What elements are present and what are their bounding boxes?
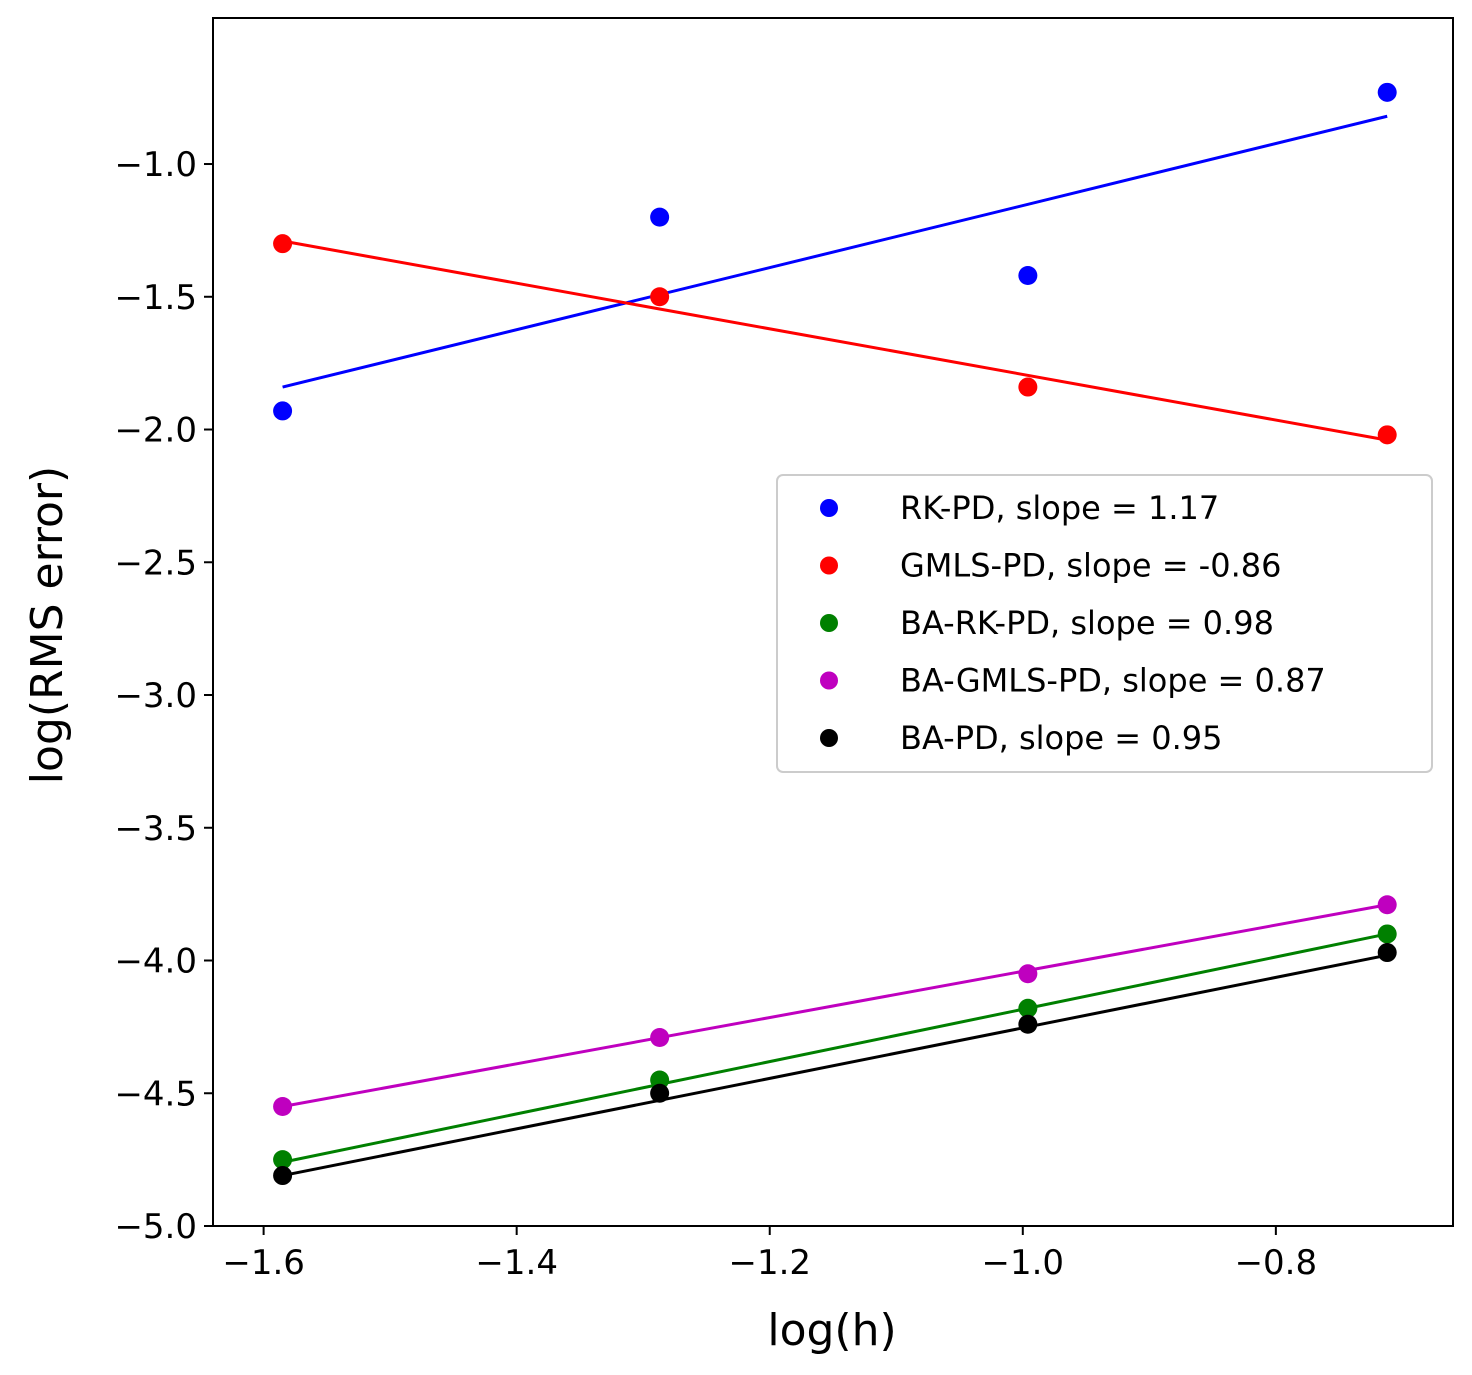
fit-line-series-5 — [282, 953, 1388, 1178]
legend-marker — [820, 729, 838, 747]
data-point-series-5 — [1377, 943, 1397, 963]
fit-line-series-1 — [282, 114, 1388, 389]
fit-lines — [282, 114, 1388, 1178]
data-point-series-4 — [273, 1097, 293, 1117]
legend-marker — [820, 671, 838, 690]
data-point-series-5 — [1018, 1014, 1038, 1034]
data-points — [273, 82, 1397, 1186]
data-point-series-3 — [273, 1150, 293, 1170]
x-tick-label: −0.8 — [1235, 1243, 1318, 1283]
y-tick-label: −1.5 — [114, 278, 197, 318]
legend-label: BA-RK-PD, slope = 0.98 — [900, 604, 1274, 642]
data-point-series-2 — [1018, 377, 1038, 397]
data-point-series-5 — [650, 1083, 670, 1103]
x-tick-label: −1.6 — [222, 1243, 305, 1283]
legend-label: BA-PD, slope = 0.95 — [900, 719, 1223, 757]
data-point-series-2 — [273, 234, 293, 254]
x-tick-label: −1.2 — [728, 1243, 811, 1283]
data-point-series-3 — [650, 1070, 670, 1090]
plot-frame — [212, 17, 1454, 1227]
fit-line-series-2 — [282, 239, 1388, 442]
y-tick-label: −4.0 — [114, 942, 197, 982]
legend-marker — [820, 499, 838, 517]
x-axis-ticks: −1.6 −1.4 −1.2 −1.0 −0.8 — [222, 1226, 1317, 1283]
legend-marker — [820, 614, 838, 632]
fit-line-series-4 — [282, 903, 1388, 1109]
data-point-series-1 — [1377, 82, 1397, 102]
data-point-series-4 — [1377, 895, 1397, 915]
y-tick-label: −2.0 — [114, 411, 197, 451]
data-point-series-1 — [273, 401, 293, 421]
legend-label: GMLS-PD, slope = -0.86 — [900, 547, 1281, 585]
data-point-series-4 — [650, 1027, 670, 1047]
y-axis-ticks: −5.0 −4.5 −4.0 −3.5 −3.0 −2.5 −2.0 −1.5 −1.0 — [114, 145, 213, 1247]
data-point-series-5 — [273, 1166, 293, 1186]
y-tick-label: −3.5 — [114, 809, 197, 849]
data-point-series-3 — [1377, 924, 1397, 944]
x-tick-label: −1.0 — [982, 1243, 1065, 1283]
y-tick-label: −5.0 — [114, 1207, 197, 1247]
y-axis-title: log(RMS error) — [22, 466, 73, 784]
legend-label: RK-PD, slope = 1.17 — [900, 489, 1219, 527]
legend-label: BA-GMLS-PD, slope = 0.87 — [900, 662, 1326, 700]
x-tick-label: −1.4 — [475, 1243, 558, 1283]
y-tick-label: −3.0 — [114, 676, 197, 716]
data-point-series-2 — [650, 287, 670, 307]
data-point-series-1 — [1018, 266, 1038, 286]
data-point-series-3 — [1018, 998, 1038, 1018]
data-point-series-2 — [1377, 425, 1397, 445]
y-tick-label: −1.0 — [114, 145, 197, 185]
x-axis-title: log(h) — [767, 1305, 896, 1356]
fit-line-series-3 — [282, 932, 1388, 1164]
data-point-series-1 — [650, 207, 670, 227]
legend: RK-PD, slope = 1.17 GMLS-PD, slope = -0.8… — [776, 474, 1433, 773]
y-tick-label: −2.5 — [114, 543, 197, 583]
legend-box — [776, 474, 1433, 773]
data-point-series-4 — [1018, 964, 1038, 984]
y-tick-label: −4.5 — [114, 1074, 197, 1114]
legend-marker — [820, 556, 838, 575]
